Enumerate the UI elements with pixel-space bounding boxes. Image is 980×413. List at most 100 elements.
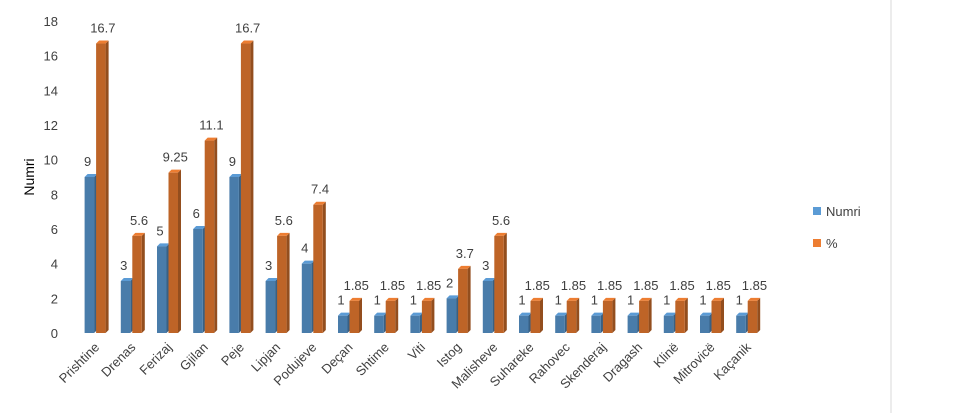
data-label: 9 [84, 154, 91, 169]
bar-top [96, 40, 109, 44]
y-tick-label: 0 [51, 326, 58, 341]
bar-side [612, 297, 616, 333]
data-label: 5 [156, 223, 163, 238]
bar-percent [566, 300, 577, 333]
y-tick-label: 14 [44, 83, 58, 98]
x-tick-label: Kaçanik [711, 339, 755, 383]
bar-percent [602, 300, 613, 333]
data-label: 1 [627, 293, 634, 308]
bar-top [458, 265, 471, 269]
data-label: 5.6 [275, 213, 293, 228]
bar-percent [494, 235, 504, 333]
data-label: 11.1 [199, 118, 223, 133]
bar-top [240, 40, 254, 44]
bar-numri [410, 315, 420, 333]
data-label: 16.7 [235, 21, 260, 36]
bar-percent [204, 140, 215, 333]
bar-top [482, 278, 496, 281]
bar-top [530, 297, 543, 301]
bar-side [431, 297, 435, 333]
data-label: 9.25 [163, 150, 188, 165]
data-label: 1 [410, 293, 417, 308]
legend-label: Numri [826, 204, 861, 219]
bar-side [684, 297, 688, 333]
y-tick-label: 16 [44, 49, 58, 64]
bar-side [503, 232, 507, 333]
legend-label: % [826, 236, 838, 251]
bar-top [627, 312, 641, 316]
data-label: 1.85 [742, 278, 767, 293]
bar-side [286, 232, 290, 333]
data-label: 4 [301, 241, 308, 256]
bar-percent [639, 300, 649, 333]
bar-percent [349, 300, 359, 333]
bar-top [700, 312, 713, 316]
bar-percent [168, 172, 178, 333]
data-label: 1.85 [416, 278, 441, 293]
bar-side [467, 265, 471, 333]
bar-top [132, 232, 145, 236]
bar-top [120, 278, 134, 281]
bar-side [540, 297, 543, 333]
bar-top [446, 295, 460, 299]
bar-top [639, 297, 652, 301]
x-tick-label: Prishtine [56, 340, 102, 386]
bar-top [591, 312, 604, 316]
data-label: 1.85 [669, 278, 694, 293]
data-label: 6 [193, 206, 200, 221]
y-axis-ticks: 0 2 4 6 8 10 12 14 16 18 [44, 14, 58, 341]
data-label: 1 [337, 293, 344, 308]
bar-top [675, 297, 688, 301]
y-tick-label: 2 [51, 291, 58, 306]
bar-top [84, 174, 98, 177]
bar-percent [675, 300, 685, 333]
x-tick-label: Viti [405, 339, 428, 362]
x-tick-label: Ferizaj [136, 339, 174, 377]
bar-numri [193, 229, 203, 333]
bar-side [141, 232, 145, 333]
bar-side [359, 297, 362, 333]
bar-top [313, 201, 326, 205]
bar-top [385, 297, 399, 301]
data-label: 1 [374, 293, 381, 308]
data-label: 1 [736, 293, 743, 308]
bar-top [421, 297, 435, 301]
data-label: 5.6 [492, 213, 510, 228]
x-tick-label: Peje [218, 340, 247, 369]
bar-numri [663, 315, 674, 333]
bar-top [410, 312, 423, 316]
bar-percent [458, 268, 468, 333]
data-label: 5.6 [130, 213, 148, 228]
data-label: 1.85 [706, 278, 731, 293]
data-label: 1.85 [525, 278, 550, 293]
bar-top [277, 232, 290, 236]
x-tick-label: Dragash [600, 340, 645, 385]
y-axis-title: Numri [21, 158, 37, 195]
bar-top [168, 169, 181, 173]
data-label: 1.85 [633, 278, 658, 293]
data-label: 1.85 [344, 278, 369, 293]
bar-numri [157, 246, 167, 333]
data-label: 3 [482, 258, 489, 273]
data-label: 1 [518, 293, 525, 308]
data-label: 1.85 [597, 278, 622, 293]
bar-numri [374, 315, 384, 333]
data-label: 3.7 [456, 246, 474, 261]
data-label: 1 [663, 293, 670, 308]
bar-numri [627, 315, 638, 333]
bar-top [374, 312, 387, 316]
y-tick-label: 8 [51, 187, 58, 202]
bar-percent [313, 204, 323, 333]
bar-side [721, 297, 724, 333]
bar-numri [519, 315, 529, 333]
bar-numri [338, 315, 348, 333]
bar-top [338, 312, 351, 316]
data-label: 2 [446, 275, 453, 290]
bar-top [736, 312, 749, 316]
bar-side [648, 297, 652, 333]
bar-top [193, 226, 206, 229]
bar-side [757, 297, 761, 333]
bar-top [663, 312, 677, 316]
bar-numri [84, 177, 95, 333]
x-tick-label: Klinë [650, 340, 681, 371]
